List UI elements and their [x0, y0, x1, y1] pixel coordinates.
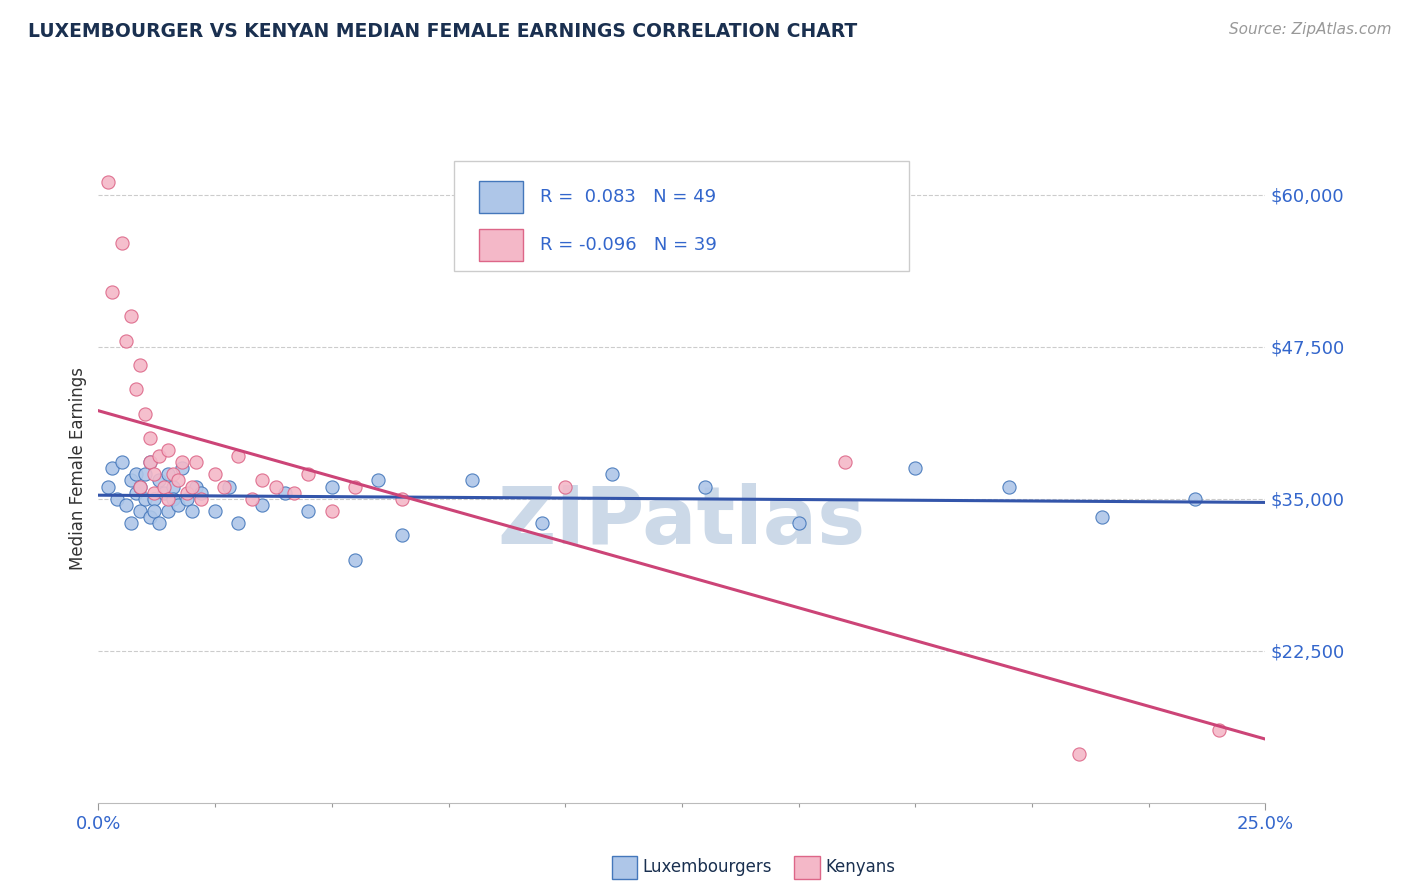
Point	[172, 461, 194, 475]
Point	[180, 479, 202, 493]
Point	[391, 491, 413, 506]
Point	[176, 485, 198, 500]
Point	[139, 510, 162, 524]
Point	[139, 455, 162, 469]
Point	[190, 491, 212, 506]
Point	[157, 443, 180, 458]
Bar	[479, 181, 523, 213]
Text: Kenyans: Kenyans	[825, 858, 896, 876]
Point	[129, 504, 152, 518]
Point	[228, 449, 250, 463]
Point	[143, 485, 166, 500]
Point	[111, 236, 134, 251]
Point	[297, 467, 319, 482]
Point	[461, 474, 484, 488]
Point	[101, 461, 124, 475]
Point	[139, 431, 162, 445]
Point	[143, 504, 166, 518]
Point	[97, 176, 120, 190]
Text: ZIPatlas: ZIPatlas	[498, 483, 866, 561]
Point	[115, 334, 138, 348]
Point	[157, 467, 180, 482]
Text: LUXEMBOURGER VS KENYAN MEDIAN FEMALE EARNINGS CORRELATION CHART: LUXEMBOURGER VS KENYAN MEDIAN FEMALE EAR…	[28, 22, 858, 41]
Point	[600, 467, 623, 482]
Point	[115, 498, 138, 512]
Point	[250, 498, 273, 512]
Point	[166, 498, 188, 512]
Point	[297, 504, 319, 518]
Point	[120, 516, 142, 530]
Point	[148, 449, 170, 463]
Point	[250, 474, 273, 488]
Point	[125, 467, 148, 482]
Point	[186, 479, 208, 493]
Point	[162, 491, 184, 506]
Point	[157, 491, 180, 506]
Point	[134, 491, 156, 506]
Bar	[479, 228, 523, 260]
Point	[125, 382, 148, 396]
Point	[148, 516, 170, 530]
Point	[176, 491, 198, 506]
Point	[274, 485, 297, 500]
Point	[264, 479, 287, 493]
Point	[283, 485, 305, 500]
Point	[554, 479, 576, 493]
Point	[143, 467, 166, 482]
Point	[152, 485, 174, 500]
Point	[242, 491, 264, 506]
Point	[143, 491, 166, 506]
Point	[134, 407, 156, 421]
Point	[162, 467, 184, 482]
Point	[344, 479, 367, 493]
Y-axis label: Median Female Earnings: Median Female Earnings	[69, 367, 87, 570]
Point	[695, 479, 717, 493]
Point	[1208, 723, 1230, 737]
Point	[344, 552, 367, 566]
FancyBboxPatch shape	[454, 161, 910, 271]
Point	[391, 528, 413, 542]
Point	[180, 504, 202, 518]
Point	[120, 310, 142, 324]
Text: Luxembourgers: Luxembourgers	[643, 858, 772, 876]
Point	[157, 504, 180, 518]
Point	[190, 485, 212, 500]
Text: R = -0.096   N = 39: R = -0.096 N = 39	[540, 235, 717, 254]
Point	[172, 455, 194, 469]
Point	[218, 479, 240, 493]
Point	[97, 479, 120, 493]
Point	[186, 455, 208, 469]
Point	[162, 479, 184, 493]
Point	[214, 479, 236, 493]
Point	[105, 491, 128, 506]
Point	[1184, 491, 1206, 506]
Point	[101, 285, 124, 299]
Point	[120, 474, 142, 488]
Point	[111, 455, 134, 469]
Text: Source: ZipAtlas.com: Source: ZipAtlas.com	[1229, 22, 1392, 37]
Point	[1091, 510, 1114, 524]
Text: R =  0.083   N = 49: R = 0.083 N = 49	[540, 188, 716, 206]
Point	[129, 479, 152, 493]
Point	[166, 474, 188, 488]
Point	[787, 516, 810, 530]
Point	[321, 504, 343, 518]
Point	[367, 474, 389, 488]
Point	[228, 516, 250, 530]
Point	[129, 358, 152, 372]
Point	[204, 467, 226, 482]
Point	[125, 485, 148, 500]
Point	[134, 467, 156, 482]
Point	[997, 479, 1019, 493]
Point	[204, 504, 226, 518]
Point	[148, 474, 170, 488]
Point	[321, 479, 343, 493]
Point	[152, 479, 174, 493]
Point	[530, 516, 553, 530]
Point	[904, 461, 927, 475]
Point	[129, 479, 152, 493]
Point	[139, 455, 162, 469]
Point	[834, 455, 856, 469]
Point	[1067, 747, 1090, 761]
